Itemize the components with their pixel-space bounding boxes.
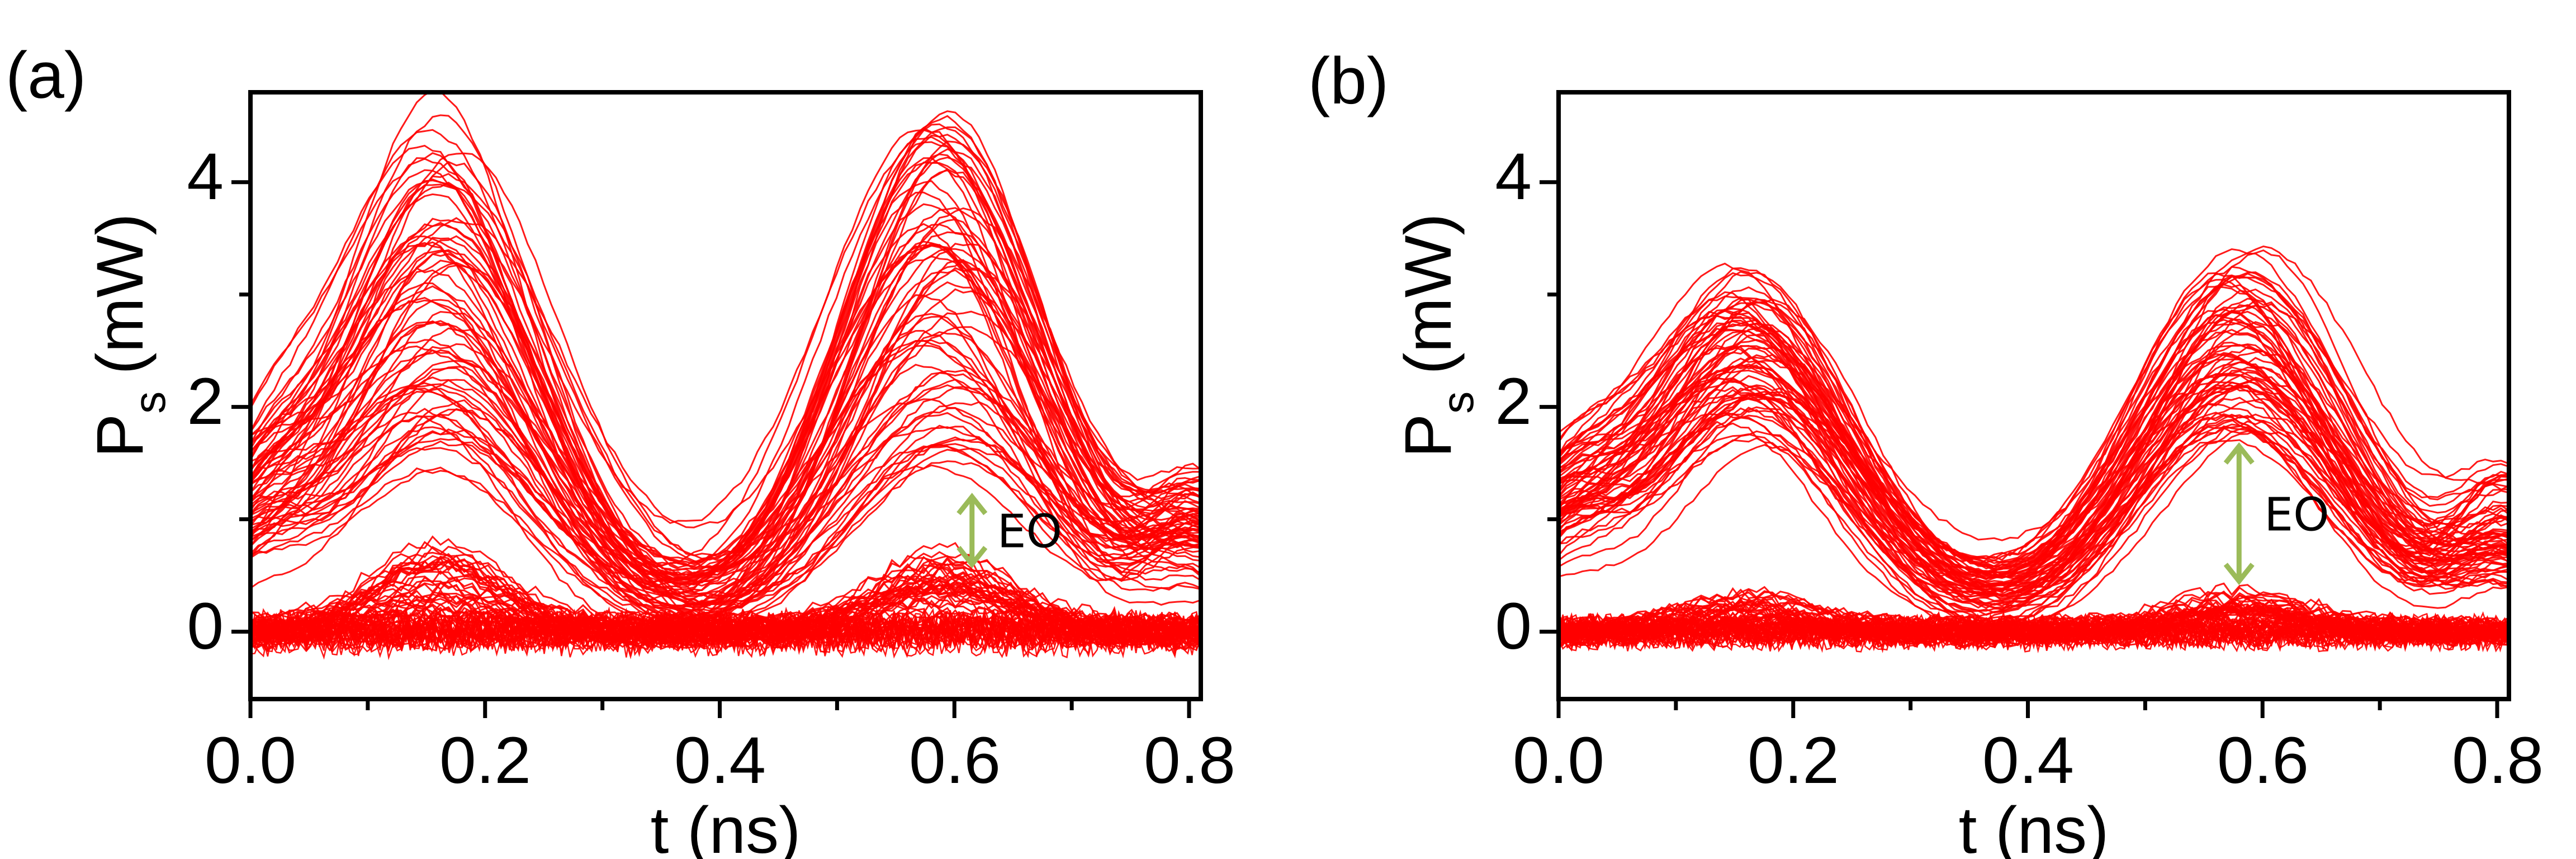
one-trace <box>1559 323 2509 589</box>
one-trace <box>1559 377 2509 592</box>
panel-a-eo-arrowhead-top <box>956 493 988 516</box>
one-trace <box>1559 271 2509 574</box>
one-trace <box>1559 262 2509 575</box>
panel-a-xtick-label: 0.4 <box>674 724 766 797</box>
noise-trace <box>250 608 1201 642</box>
one-trace <box>250 267 1201 597</box>
noise-trace <box>1559 611 2509 639</box>
panel-a-eo-arrowhead-bottom <box>956 546 988 569</box>
panel-b-label: (b) <box>1308 44 1389 118</box>
panel-b-xtick-label: 0.2 <box>1748 724 1839 797</box>
panel-a-xtick-label: 0.0 <box>205 724 296 797</box>
panel-b-ylabel-sub: s <box>1433 391 1483 414</box>
panel-b-ylabel-main: P <box>1391 414 1465 458</box>
panel-b-x-axis-title: t (ns) <box>1959 794 2109 859</box>
one-trace <box>250 310 1201 607</box>
one-trace <box>1559 245 2509 562</box>
one-trace <box>250 217 1201 528</box>
one-trace <box>1559 363 2509 568</box>
panel-a-ytick-label: 0 <box>187 589 224 663</box>
one-trace <box>1559 353 2509 594</box>
one-trace <box>250 249 1201 607</box>
one-trace <box>250 364 1201 601</box>
one-trace <box>1559 352 2509 621</box>
panel-b-ytick-label: 2 <box>1495 365 1532 438</box>
panel-a-ylabel-main: P <box>83 414 157 458</box>
panel-b-eo-arrowhead-top <box>2223 442 2255 465</box>
panel-b-y-axis-title: Ps (mW) <box>1391 214 1483 458</box>
one-trace <box>1559 378 2509 587</box>
one-trace <box>250 152 1201 587</box>
panel-a-label: (a) <box>6 39 86 112</box>
noise-trace <box>250 612 1201 647</box>
panel-b-ytick-label: 4 <box>1495 140 1532 214</box>
panel-b: (b) 0.0 0.2 0.4 0.6 0.8 0 2 4 t (ns) Ps (… <box>1308 44 2544 859</box>
one-trace <box>1559 304 2509 588</box>
panel-b-xtick-label: 0.6 <box>2217 724 2309 797</box>
noise-trace <box>1559 621 2509 650</box>
panel-b-eo-annotation: EO <box>2223 442 2329 586</box>
one-trace <box>250 144 1201 575</box>
one-trace <box>1559 286 2509 578</box>
one-trace <box>1559 418 2509 622</box>
panel-b-eo-arrowhead-bottom <box>2223 563 2255 586</box>
panel-a-xtick-label: 0.2 <box>439 724 531 797</box>
one-trace <box>250 114 1201 577</box>
panel-b-xtick-label: 0.0 <box>1513 724 1604 797</box>
panel-b-ticks <box>1540 180 2499 718</box>
panel-a-ticks <box>231 180 1191 718</box>
panel-a: (a) 0.0 0.2 0.4 0.6 0.8 0 2 4 t (ns) Ps (… <box>6 39 1235 859</box>
one-trace <box>250 288 1201 615</box>
one-trace <box>250 294 1201 616</box>
noise-trace <box>250 611 1201 645</box>
panel-a-eo-label: EO <box>997 506 1062 559</box>
one-trace <box>250 152 1201 561</box>
panel-b-eo-label: EO <box>2264 488 2329 541</box>
panel-b-xtick-label: 0.4 <box>1982 724 2074 797</box>
one-trace <box>1559 319 2509 592</box>
panel-a-eo-annotation: EO <box>956 493 1062 569</box>
panel-b-traces <box>1559 245 2509 654</box>
one-trace <box>1559 329 2509 617</box>
one-trace <box>250 248 1201 598</box>
one-trace <box>250 255 1201 569</box>
one-trace <box>250 161 1201 620</box>
panel-a-xtick-label: 0.6 <box>909 724 1001 797</box>
panel-b-plot-frame <box>1556 90 2511 701</box>
one-trace <box>250 110 1201 583</box>
one-trace <box>250 345 1201 584</box>
one-trace <box>250 168 1201 581</box>
panel-a-ylabel-unit: (mW) <box>83 214 157 375</box>
panel-b-ytick-label: 0 <box>1495 589 1532 663</box>
panel-a-x-axis-title: t (ns) <box>651 794 801 859</box>
panel-b-y-axis-title-text: Ps (mW) <box>1391 214 1483 458</box>
panel-a-ylabel-sub: s <box>125 391 174 414</box>
one-trace <box>1559 271 2509 590</box>
noise-trace <box>1559 616 2509 644</box>
one-trace <box>1559 347 2509 596</box>
one-trace <box>1559 360 2509 611</box>
panel-a-ytick-label: 2 <box>187 365 224 438</box>
panel-a-traces <box>250 92 1201 660</box>
one-trace <box>250 265 1201 617</box>
panel-a-plot-frame <box>248 90 1203 701</box>
one-trace <box>250 259 1201 570</box>
one-trace <box>250 339 1201 565</box>
panel-a-xtick-label: 0.8 <box>1144 724 1235 797</box>
panel-a-ytick-label: 4 <box>187 140 224 214</box>
one-trace <box>1559 272 2509 576</box>
one-trace <box>1559 275 2509 560</box>
noise-trace <box>250 616 1201 652</box>
panel-b-ylabel-unit: (mW) <box>1391 214 1465 375</box>
one-trace <box>250 240 1201 608</box>
panel-b-xtick-label: 0.8 <box>2452 724 2544 797</box>
one-trace <box>250 173 1201 558</box>
panel-a-y-axis-title: Ps (mW) <box>83 214 174 458</box>
panel-a-y-axis-title-text: Ps (mW) <box>83 214 174 458</box>
one-trace <box>1559 295 2509 612</box>
one-trace <box>250 349 1201 564</box>
